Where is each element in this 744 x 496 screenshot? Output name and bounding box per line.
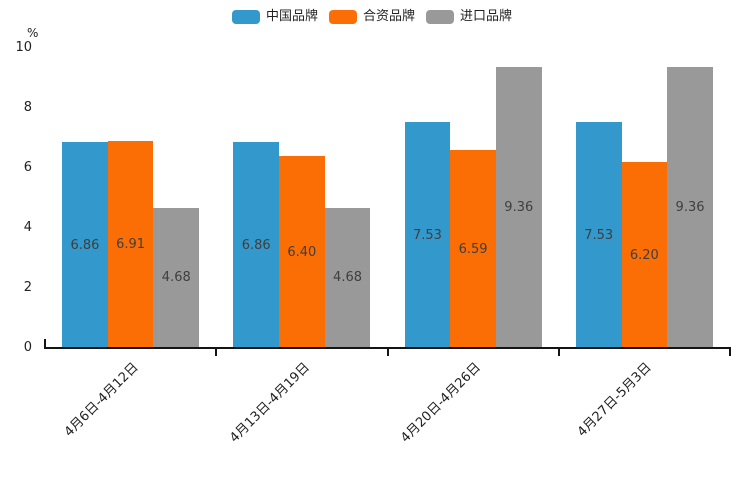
legend-item-series0[interactable]: 中国品牌 <box>231 9 318 24</box>
bar-series2-group0: 4.68 <box>153 207 200 348</box>
bar-value-label: 7.53 <box>412 227 442 243</box>
bar-series1-group1: 6.40 <box>279 156 325 348</box>
x-category-label: 4月27日-5月3日 <box>575 360 655 440</box>
bar-value-label: 4.68 <box>161 270 191 286</box>
bar-series2-group1: 4.68 <box>324 207 371 348</box>
y-axis-unit-label: % <box>27 26 39 40</box>
bar-series1-group2: 6.59 <box>450 150 496 348</box>
bar-value-label: 9.36 <box>504 200 534 216</box>
bar-value-label: 6.91 <box>116 236 146 252</box>
bar-series0-group1: 6.86 <box>233 142 280 348</box>
bar-series0-group2: 7.53 <box>404 122 451 348</box>
x-axis-tick <box>729 349 731 356</box>
bar-value-label: 7.53 <box>584 227 614 243</box>
bar-series0-group3: 7.53 <box>575 122 622 348</box>
x-category-label: 4月6日-4月12日 <box>61 360 142 440</box>
y-tick-label: 10 <box>15 40 32 55</box>
bar-value-label: 6.40 <box>287 244 317 260</box>
bar-series1-group3: 6.20 <box>621 162 668 348</box>
x-axis-line <box>44 347 731 349</box>
legend-swatch-icon <box>328 10 357 24</box>
legend-item-label: 中国品牌 <box>265 9 318 24</box>
bar-value-label: 4.68 <box>333 270 362 286</box>
y-tick-label: 2 <box>23 280 32 295</box>
bar-series2-group2: 9.36 <box>495 67 542 348</box>
x-category-label: 4月13日-4月19日 <box>226 360 313 446</box>
legend-swatch-icon <box>426 10 454 24</box>
legend-item-series1[interactable]: 合资品牌 <box>328 9 415 24</box>
legend-item-label: 进口品牌 <box>460 9 513 24</box>
y-tick-label: 0 <box>23 340 32 355</box>
x-category-label: 4月20日-4月26日 <box>397 360 484 446</box>
x-axis-tick <box>215 349 218 356</box>
legend: 中国品牌 合资品牌 进口品牌 <box>0 10 744 24</box>
x-axis-tick <box>557 349 560 356</box>
bar-value-label: 6.59 <box>458 241 488 257</box>
bar-value-label: 6.86 <box>70 237 100 253</box>
bar-value-label: 9.36 <box>675 200 705 216</box>
x-axis-tick <box>386 349 389 356</box>
y-tick-label: 4 <box>23 220 32 235</box>
bar-value-label: 6.20 <box>629 247 659 263</box>
y-tick-label: 6 <box>23 160 32 175</box>
y-axis-zero-tick <box>44 339 46 348</box>
legend-swatch-icon <box>231 10 260 24</box>
y-tick-label: 8 <box>23 100 32 115</box>
legend-item-label: 合资品牌 <box>362 9 415 24</box>
bar-value-label: 6.86 <box>241 237 271 253</box>
bar-series0-group0: 6.86 <box>62 142 108 348</box>
bar-series1-group0: 6.91 <box>107 140 154 348</box>
bar-series2-group3: 9.36 <box>667 67 713 348</box>
legend-item-series2[interactable]: 进口品牌 <box>426 10 512 24</box>
